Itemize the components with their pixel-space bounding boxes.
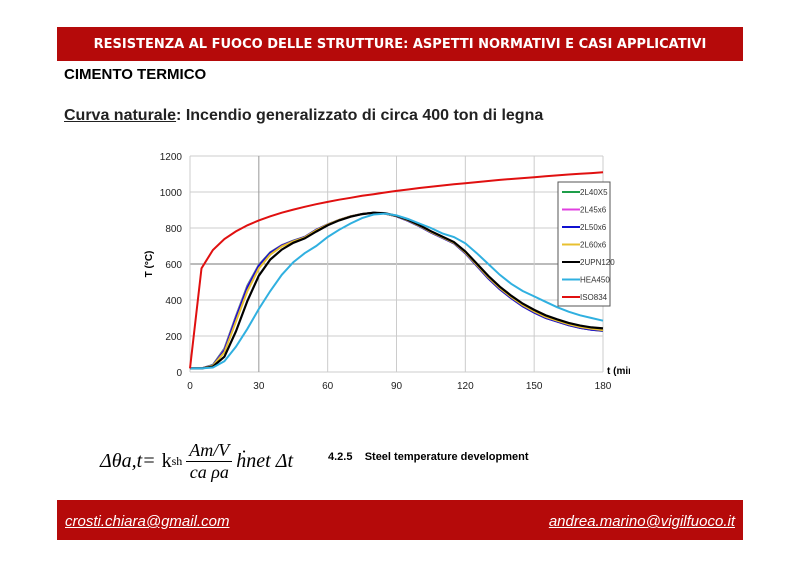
formula-k-sub: sh — [171, 454, 183, 468]
y-tick-label: 0 — [176, 368, 182, 379]
y-tick-label: 1000 — [160, 188, 183, 199]
formula-rhs: ḣnet Δt — [236, 450, 294, 472]
temperature-chart: 0 200 400 600 800 1000 1200 0 30 60 90 120 150 180 t (… — [144, 152, 630, 392]
legend-label: ISO834 — [580, 293, 608, 302]
formula-lhs: Δθa,t= — [100, 450, 156, 472]
y-axis-label: T (°C) — [144, 251, 155, 278]
x-tick-label: 90 — [391, 381, 403, 392]
legend-label: 2L40X5 — [580, 188, 608, 197]
y-tick-label: 600 — [165, 260, 182, 271]
header-banner: RESISTENZA AL FUOCO DELLE STRUTTURE: ASP… — [57, 27, 743, 61]
formula-fraction: Am/V ca ρa — [186, 440, 233, 483]
series-line-hea450 — [190, 212, 604, 370]
header-title: RESISTENZA AL FUOCO DELLE STRUTTURE: ASP… — [93, 37, 707, 52]
legend-label: 2L45x6 — [580, 206, 607, 215]
formula-k: k — [161, 450, 172, 472]
x-axis-label: t (min) — [607, 366, 630, 377]
formula-denominator: ca ρa — [189, 462, 229, 482]
subtitle-link[interactable]: Curva naturale — [64, 107, 177, 124]
subtitle-text: : Incendio generalizzato di circa 400 to… — [176, 107, 544, 124]
footer-left-email[interactable]: crosti.chiara@gmail.com — [65, 513, 230, 530]
legend-label: HEA450 — [580, 276, 610, 285]
x-tick-label: 30 — [253, 381, 265, 392]
x-tick-label: 180 — [595, 381, 612, 392]
footer-banner: crosti.chiara@gmail.com andrea.marino@vi… — [57, 500, 743, 540]
steel-temperature-formula: Δθa,t= k sh Am/V ca ρa ḣnet Δt — [100, 440, 293, 483]
legend-label: 2L50x6 — [580, 223, 607, 232]
x-tick-label: 120 — [457, 381, 474, 392]
series-line-iso834 — [189, 171, 604, 369]
legend-label: 2L60x6 — [580, 241, 607, 250]
footer-right-email[interactable]: andrea.marino@vigilfuoco.it — [548, 513, 735, 530]
subtitle: Curva naturale: Incendio generalizzato d… — [64, 107, 543, 125]
x-tick-label: 60 — [322, 381, 334, 392]
legend-label: 2UPN120 — [580, 258, 615, 267]
y-tick-label: 200 — [165, 332, 182, 343]
formula-numerator: Am/V — [186, 440, 233, 462]
y-tick-label: 1200 — [160, 152, 183, 163]
section-title: CIMENTO TERMICO — [64, 66, 207, 83]
x-tick-label: 0 — [187, 381, 193, 392]
y-tick-label: 800 — [165, 224, 182, 235]
x-tick-label: 150 — [526, 381, 543, 392]
y-tick-label: 400 — [165, 296, 182, 307]
formula-reference: 4.2.5 Steel temperature development — [328, 451, 529, 463]
